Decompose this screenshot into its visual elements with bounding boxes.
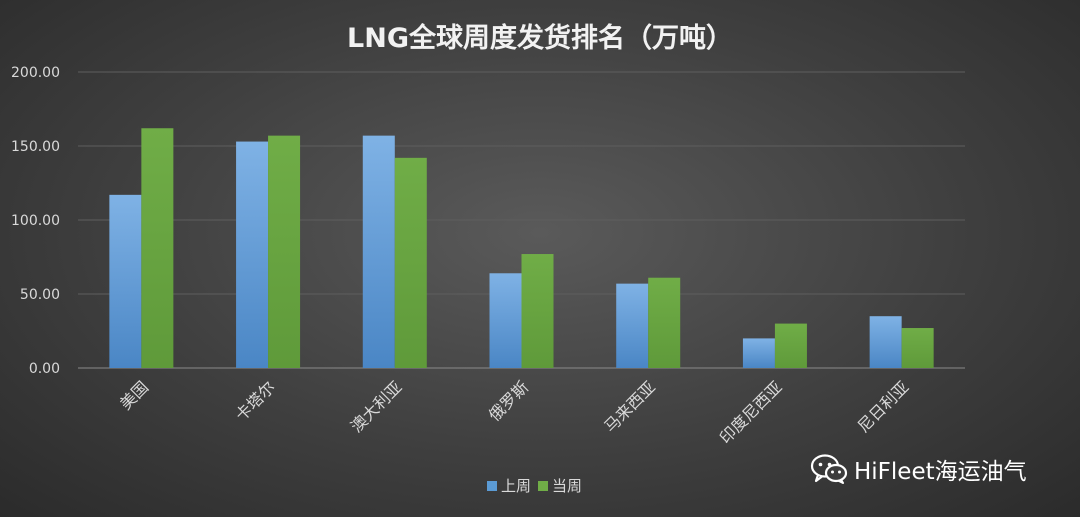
bar-this-week [648,277,681,368]
x-tick-label: 卡塔尔 [232,377,279,424]
x-tick-label: 俄罗斯 [485,377,532,424]
x-tick-label: 尼日利亚 [854,377,913,436]
x-tick-label: 美国 [116,377,152,413]
x-axis-labels: 美国 卡塔尔 澳大利亚 俄罗斯 马来西亚 印度尼西亚 尼日利亚 [116,377,912,447]
y-tick-label: 0.00 [29,361,60,377]
bar-this-week [521,254,554,368]
bar-last-week [236,141,269,368]
chart-title: LNG全球周度发货排名（万吨） [347,22,733,54]
bar-this-week [268,135,301,368]
y-tick-label: 200.00 [11,65,60,81]
bar-last-week [616,283,649,368]
legend-swatch [487,481,497,491]
x-tick-label: 印度尼西亚 [716,377,786,447]
legend-label: 当周 [552,477,582,495]
y-tick-label: 100.00 [11,213,60,229]
y-tick-label: 150.00 [11,139,60,155]
bar-last-week [742,338,775,368]
legend-label: 上周 [501,477,531,495]
watermark: HiFleet海运油气 [810,452,1027,486]
bar-this-week [901,328,934,368]
gridlines [78,71,965,369]
bar-last-week [489,273,522,368]
legend: 上周 当周 [487,477,582,495]
bar-last-week [869,316,902,368]
bar-this-week [141,128,174,368]
x-tick-label: 马来西亚 [600,377,659,436]
bar-this-week [774,323,807,368]
bar-last-week [109,194,142,368]
bar-this-week [394,157,427,368]
y-tick-label: 50.00 [20,287,60,303]
bar-last-week [362,135,395,368]
y-axis-ticks: 0.00 50.00 100.00 150.00 200.00 [11,65,60,377]
legend-swatch [538,481,548,491]
watermark-text: HiFleet海运油气 [854,459,1027,485]
bars [109,128,934,368]
x-tick-label: 澳大利亚 [347,377,406,436]
wechat-icon [810,454,848,484]
